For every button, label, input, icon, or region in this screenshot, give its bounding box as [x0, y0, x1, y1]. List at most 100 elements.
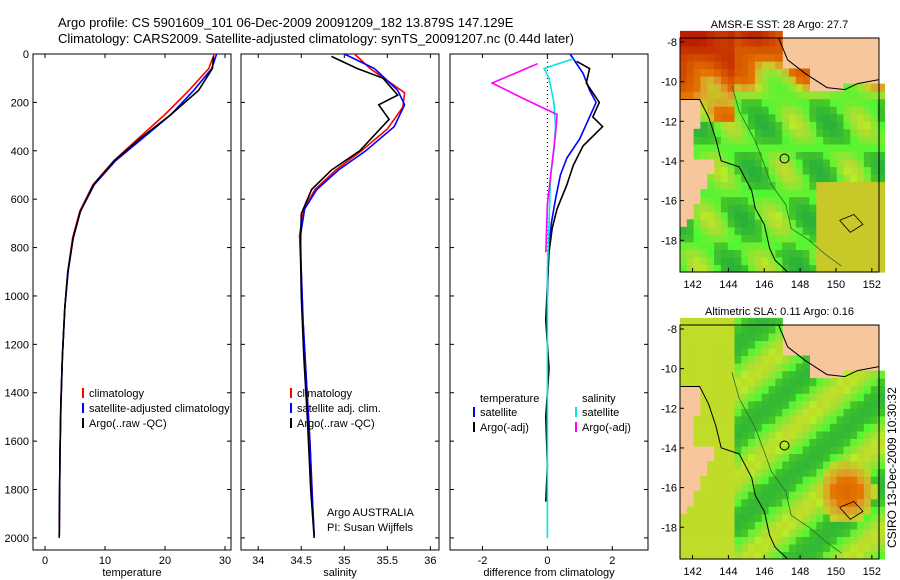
float-position-marker [779, 153, 790, 164]
x-tick-label: 150 [827, 566, 845, 578]
map-cell [680, 53, 688, 62]
map-cell [816, 506, 824, 515]
map-cell [816, 393, 824, 402]
map-cell [857, 189, 865, 198]
map-cell [836, 256, 845, 265]
map-cell [686, 219, 695, 228]
map-cell [734, 38, 742, 47]
map-cell [782, 234, 790, 243]
map-cell [734, 453, 742, 462]
map-cell [734, 45, 742, 54]
map-cell [686, 325, 695, 334]
map-cell [843, 256, 851, 265]
map-cell [829, 430, 838, 439]
map-cell [720, 76, 729, 85]
map-cell [714, 340, 722, 349]
map-cell [775, 113, 783, 122]
map-cell [809, 423, 817, 432]
map-cell [714, 136, 722, 145]
plot-frame [240, 53, 440, 551]
map-cell [863, 468, 872, 477]
map-cell [748, 151, 756, 160]
map-cell [741, 317, 749, 326]
map-cell [734, 211, 742, 220]
map-cell [802, 211, 810, 220]
map-cell [748, 181, 756, 190]
map-cell [693, 355, 701, 364]
map-cell [720, 363, 729, 372]
map-cell [754, 438, 763, 447]
map-cell [748, 83, 756, 92]
map-cell [720, 181, 729, 190]
map-cell [734, 325, 742, 334]
map-cell [775, 461, 783, 470]
map-cell [680, 264, 688, 273]
map-cell [870, 430, 879, 439]
map-cell [768, 438, 776, 447]
map-cell [802, 536, 810, 545]
map-cell [863, 204, 872, 213]
map-cell [734, 113, 742, 122]
map-cell [768, 348, 776, 357]
map-cell [809, 543, 817, 552]
map-cell [761, 483, 770, 492]
map-cell [714, 30, 722, 39]
map-cell [870, 498, 879, 507]
map-cell [693, 91, 701, 100]
map-cell [816, 136, 824, 145]
map-cell [850, 219, 858, 228]
map-cell [843, 241, 851, 250]
map-cell [748, 30, 756, 39]
legend-label: Argo(-adj) [582, 422, 631, 434]
map-cell [707, 438, 715, 447]
map-cell [741, 363, 749, 372]
map-cell [823, 234, 831, 243]
map-cell [802, 370, 810, 379]
map-cell [761, 521, 770, 530]
map-cell [727, 506, 736, 515]
map-cell [768, 415, 776, 424]
map-cell [809, 415, 817, 424]
map-cell [714, 370, 722, 379]
map-cell [850, 166, 858, 175]
x-tick-label: 144 [719, 566, 737, 578]
map-cell [795, 174, 804, 183]
map-cell [802, 166, 810, 175]
map-cell [754, 370, 763, 379]
map-cell [707, 468, 715, 477]
map-cell [680, 249, 688, 258]
map-cell [700, 121, 708, 130]
map-cell [836, 98, 845, 107]
map-cell [775, 430, 783, 439]
map-cell [857, 468, 865, 477]
map-cell [741, 128, 749, 137]
map-cell [829, 400, 838, 409]
map-cell [829, 551, 838, 560]
map-cell [823, 528, 831, 537]
map-cell [843, 249, 851, 258]
map-cell [870, 370, 879, 379]
map-cell [741, 476, 749, 485]
x-tick-label: -2 [478, 555, 488, 567]
map-cell [789, 211, 797, 220]
legend-label: satellite-adjusted climatology [89, 403, 230, 415]
map-cell [741, 332, 749, 341]
map-cell [768, 483, 776, 492]
map-cell [727, 430, 736, 439]
map-cell [754, 348, 763, 357]
map-cell [809, 159, 817, 168]
map-cell [700, 136, 708, 145]
map-cell [795, 68, 804, 77]
map-cell [754, 196, 763, 205]
map-cell [850, 143, 858, 152]
map-cell [795, 166, 804, 175]
map-cell [823, 468, 831, 477]
map-cell [857, 543, 865, 552]
map-cell [795, 483, 804, 492]
map-cell [768, 113, 776, 122]
map-cell [754, 234, 763, 243]
map-cell [795, 113, 804, 122]
map-cell [857, 159, 865, 168]
map-cell [727, 128, 736, 137]
